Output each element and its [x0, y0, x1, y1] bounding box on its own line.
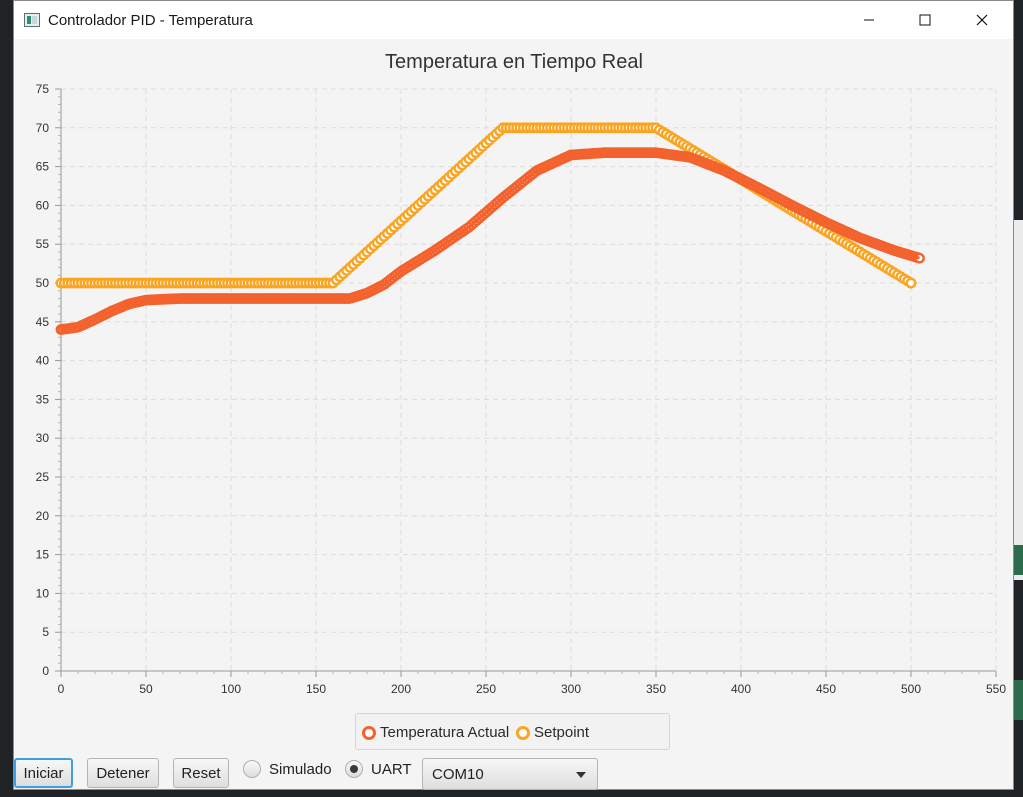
y-tick-label: 50 [36, 276, 50, 290]
port-select-value: COM10 [432, 766, 484, 783]
app-window: Controlador PID - Temperatura Temperatur… [13, 0, 1014, 790]
maximize-button[interactable] [902, 1, 948, 39]
chart-title: Temperatura en Tiempo Real [385, 51, 643, 73]
minimize-icon [864, 19, 874, 21]
y-tick-label: 20 [36, 509, 50, 523]
series-temperatura-actual [55, 147, 925, 335]
y-tick-label: 15 [36, 548, 50, 562]
y-tick-label: 75 [36, 82, 50, 96]
y-tick-label: 65 [36, 160, 50, 174]
y-tick-label: 35 [36, 392, 50, 406]
y-tick-label: 0 [42, 664, 49, 678]
legend-symbol-setpoint [516, 725, 530, 740]
chevron-down-icon[interactable] [576, 772, 586, 778]
y-tick-label: 55 [36, 237, 50, 251]
close-icon [976, 14, 988, 26]
y-tick-label: 45 [36, 315, 50, 329]
port-select[interactable]: COM10 [422, 758, 598, 790]
mode-uart-radio[interactable]: UART [345, 760, 412, 778]
y-tick-label: 5 [42, 625, 49, 639]
x-tick-label: 250 [476, 682, 496, 696]
series-setpoint [55, 122, 917, 289]
mode-simulated-label: Simulado [269, 760, 332, 778]
legend-symbol-actual [362, 725, 376, 740]
x-tick-label: 150 [306, 682, 326, 696]
background-window-fragment [1014, 680, 1023, 720]
maximize-icon [919, 14, 931, 26]
legend-item-setpoint: Setpoint [516, 724, 589, 741]
x-tick-label: 400 [731, 682, 751, 696]
app-icon [24, 13, 40, 27]
x-tick-label: 550 [986, 682, 1006, 696]
y-tick-label: 40 [36, 354, 50, 368]
series-line-core [60, 151, 920, 332]
x-tick-label: 100 [221, 682, 241, 696]
window-title: Controlador PID - Temperatura [48, 12, 253, 29]
y-tick-label: 10 [36, 586, 50, 600]
legend-label-actual: Temperatura Actual [380, 724, 510, 741]
x-tick-label: 500 [901, 682, 921, 696]
y-tick-label: 60 [36, 198, 50, 212]
mode-uart-label: UART [371, 760, 412, 778]
y-tick-label: 30 [36, 431, 50, 445]
background-window-fragment [1014, 545, 1023, 575]
x-tick-label: 0 [58, 682, 65, 696]
x-tick-label: 350 [646, 682, 666, 696]
background-window-fragment [1014, 220, 1023, 580]
minimize-button[interactable] [846, 1, 892, 39]
radio-circle-uart[interactable] [345, 760, 363, 778]
reset-button[interactable]: Reset [173, 758, 229, 788]
mode-simulated-radio[interactable]: Simulado [243, 760, 332, 778]
title-bar: Controlador PID - Temperatura [14, 1, 1013, 39]
x-tick-label: 200 [391, 682, 411, 696]
radio-circle-simulated[interactable] [243, 760, 261, 778]
start-button[interactable]: Iniciar [14, 758, 73, 788]
legend-label-setpoint: Setpoint [534, 724, 590, 741]
y-tick-label: 70 [36, 121, 50, 135]
close-button[interactable] [959, 1, 1005, 39]
chart-legend: Temperatura Actual Setpoint [355, 713, 670, 750]
x-tick-label: 450 [816, 682, 836, 696]
y-tick-label: 25 [36, 470, 50, 484]
stop-button[interactable]: Detener [87, 758, 159, 788]
x-tick-label: 50 [139, 682, 153, 696]
data-point-last [905, 277, 917, 289]
x-tick-label: 300 [561, 682, 581, 696]
temperature-chart: Temperatura en Tiempo Real 0 5 10 15 20 25 30 3… [36, 51, 1007, 696]
legend-item-actual: Temperatura Actual [362, 724, 509, 741]
